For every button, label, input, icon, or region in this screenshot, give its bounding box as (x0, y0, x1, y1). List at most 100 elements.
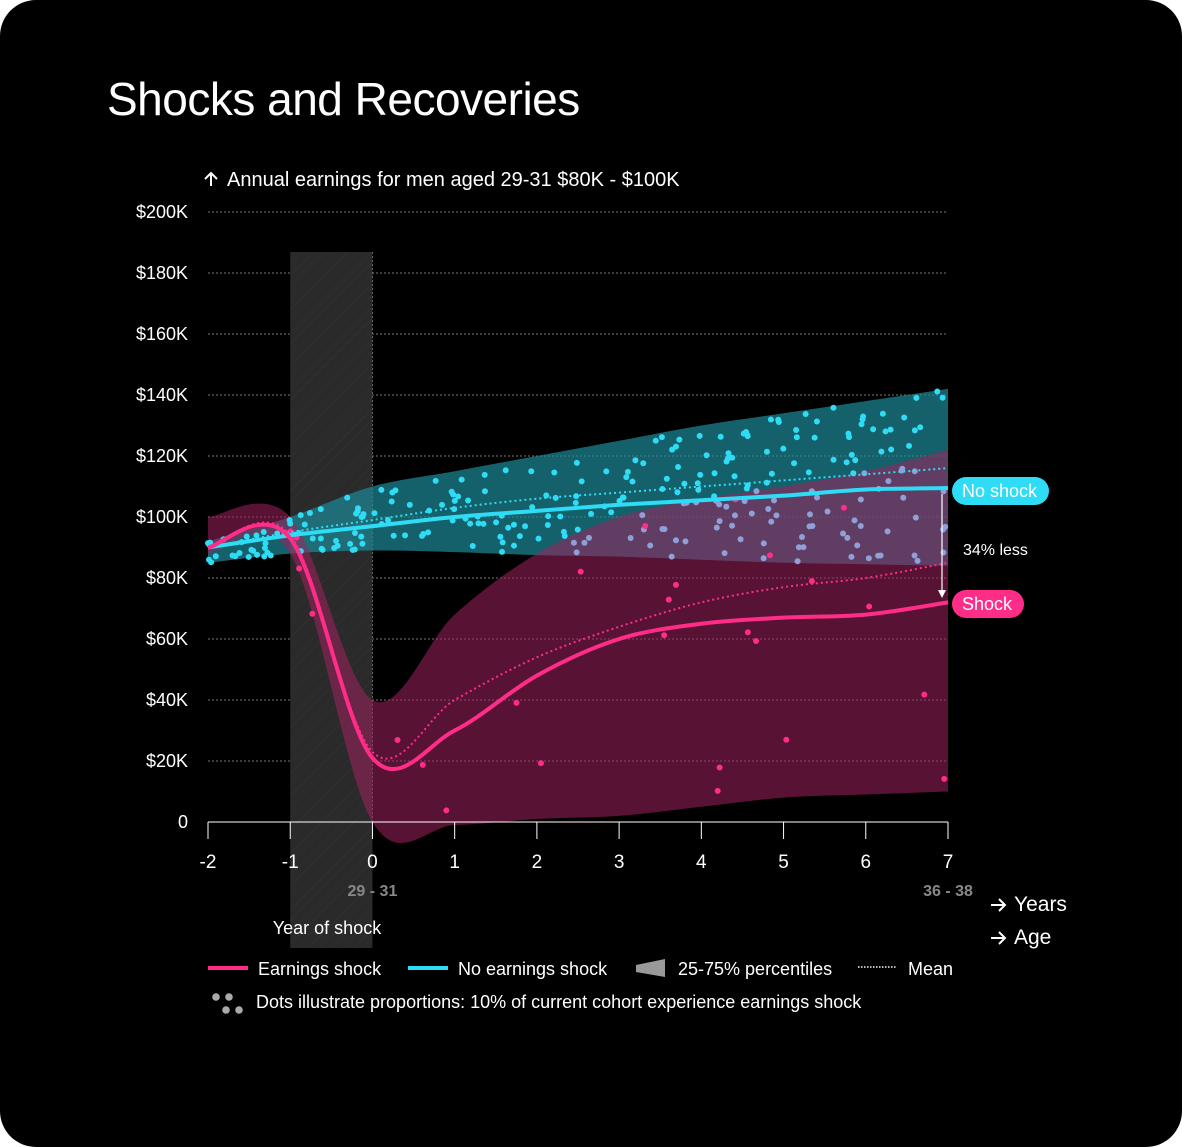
no-shock-dot (652, 437, 659, 444)
no-shock-dot (581, 539, 588, 546)
no-shock-dot (480, 520, 487, 527)
no-shock-dot (695, 486, 702, 493)
no-shock-dot (236, 549, 243, 556)
no-shock-dot (724, 455, 731, 462)
no-shock-dot (729, 522, 736, 529)
legend-dots-icon (222, 1006, 230, 1014)
no-shock-dot (588, 510, 595, 517)
no-shock-dot (843, 459, 850, 466)
no-shock-dot (639, 512, 646, 519)
no-shock-dot (627, 534, 634, 541)
legend-label: No earnings shock (458, 959, 608, 979)
x-tick-label: -2 (200, 852, 217, 873)
no-shock-dot (854, 542, 861, 549)
no-shock-dot (748, 510, 755, 517)
no-shock-dot (663, 475, 670, 482)
age-label: 29 - 31 (348, 883, 398, 900)
y-tick-label: 0 (178, 812, 188, 832)
no-shock-dot (765, 506, 772, 513)
no-shock-dot (805, 469, 812, 476)
no-shock-dot (813, 494, 820, 501)
no-shock-dot (469, 543, 476, 550)
shock-dot (661, 632, 668, 639)
no-shock-dot (317, 535, 324, 542)
no-shock-dot (830, 456, 837, 463)
shock-dot (577, 568, 584, 575)
shock-dot (766, 552, 773, 559)
no-shock-dot (502, 467, 509, 474)
no-shock-dot (450, 491, 457, 498)
legend-label: Mean (908, 959, 953, 979)
no-shock-dot (392, 487, 399, 494)
no-shock-dot (516, 533, 523, 540)
no-shock-dot (647, 542, 654, 549)
no-shock-dot (267, 552, 274, 559)
no-shock-dot (574, 526, 581, 533)
no-shock-dot (806, 523, 813, 530)
no-shock-dot (522, 523, 529, 530)
shock-dot (672, 581, 679, 588)
no-shock-dot (297, 512, 304, 519)
no-shock-label: No shock (962, 481, 1038, 501)
no-shock-dot (760, 555, 767, 562)
no-shock-dot (608, 509, 615, 516)
no-shock-dot (420, 530, 427, 537)
no-shock-dot (794, 558, 801, 565)
no-shock-dot (286, 517, 293, 524)
y-tick-label: $100K (136, 507, 188, 527)
no-shock-dot (793, 434, 800, 441)
no-shock-dot (632, 457, 639, 464)
no-shock-dot (773, 512, 780, 519)
y-tick-label: $180K (136, 263, 188, 283)
no-shock-dot (914, 557, 921, 564)
x-tick-label: 1 (449, 852, 460, 873)
no-shock-dot (349, 546, 356, 553)
no-shock-dot (912, 514, 919, 521)
no-shock-dot (723, 503, 730, 510)
no-shock-dot (753, 488, 760, 495)
x-tick-label: 7 (943, 852, 954, 873)
no-shock-dot (934, 388, 941, 395)
no-shock-dot (358, 533, 365, 540)
no-shock-dot (451, 497, 458, 504)
shock-dot (309, 610, 316, 617)
no-shock-dot (900, 494, 907, 501)
no-shock-dot (763, 448, 770, 455)
no-shock-dot (543, 492, 550, 499)
no-shock-dot (572, 499, 579, 506)
no-shock-dot (848, 451, 855, 458)
no-shock-dot (578, 478, 585, 485)
no-shock-dot (676, 436, 683, 443)
no-shock-dot (901, 414, 908, 421)
arrow-up-icon (204, 171, 218, 186)
no-shock-dot (906, 442, 913, 449)
shock-dot (866, 603, 873, 610)
no-shock-dot (791, 460, 798, 467)
y-tick-label: $120K (136, 446, 188, 466)
no-shock-dot (334, 542, 341, 549)
no-shock-dot (351, 530, 358, 537)
no-shock-dot (481, 488, 488, 495)
no-shock-dot (887, 426, 894, 433)
shock-dot (941, 775, 948, 782)
x-tick-label: -1 (282, 852, 299, 873)
no-shock-dot (333, 537, 340, 544)
no-shock-dot (737, 536, 744, 543)
shock-year-region (290, 252, 373, 948)
shock-dot (714, 787, 721, 794)
no-shock-dot (475, 520, 482, 527)
no-shock-dot (301, 521, 308, 528)
shock-dot (394, 737, 401, 744)
no-shock-dot (716, 501, 723, 508)
y-tick-label: $80K (146, 568, 188, 588)
no-shock-dot (458, 476, 465, 483)
no-shock-dot (378, 486, 385, 493)
shock-dot (783, 736, 790, 743)
no-shock-dot (668, 553, 675, 560)
no-shock-dot (899, 465, 906, 472)
no-shock-dot (771, 497, 778, 504)
no-shock-dot (800, 544, 807, 551)
no-shock-dot (775, 416, 782, 423)
legend-shock-swatch (208, 966, 248, 970)
